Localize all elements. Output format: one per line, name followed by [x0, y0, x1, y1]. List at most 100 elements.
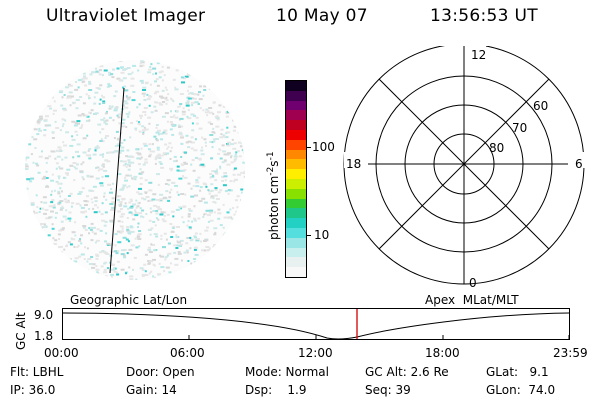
emission-pixel [80, 163, 83, 166]
emission-pixel [128, 185, 131, 188]
colorbar-tick-100: 100 [312, 140, 335, 154]
emission-pixel [92, 185, 97, 188]
emission-pixel [174, 86, 177, 89]
emission-pixel [185, 104, 190, 107]
emission-pixel [98, 146, 101, 149]
emission-pixel [112, 119, 115, 122]
emission-pixel [105, 253, 110, 255]
emission-pixel [156, 84, 160, 87]
emission-pixel [120, 149, 125, 152]
emission-pixel [82, 151, 87, 154]
emission-pixel [199, 189, 202, 192]
emission-pixel [55, 167, 58, 170]
emission-pixel [88, 82, 92, 85]
emission-pixel [71, 238, 76, 241]
emission-pixel [103, 169, 108, 172]
emission-pixel [139, 65, 143, 68]
emission-pixel [105, 123, 109, 126]
emission-pixel [152, 220, 156, 223]
emission-pixel [149, 207, 152, 210]
emission-pixel [41, 150, 43, 153]
emission-pixel [160, 238, 163, 240]
emission-pixel [66, 168, 71, 171]
emission-pixel [139, 183, 143, 185]
emission-pixel [44, 208, 49, 211]
emission-pixel [212, 101, 215, 104]
emission-pixel [238, 155, 242, 158]
glat-status: GLat: 9.1 [486, 365, 549, 379]
emission-pixel [94, 112, 99, 115]
emission-pixel [142, 133, 145, 135]
emission-pixel [193, 97, 197, 100]
emission-pixel [160, 166, 165, 169]
emission-pixel [210, 189, 214, 192]
emission-pixel [142, 111, 147, 113]
emission-pixel [45, 217, 50, 220]
emission-pixel [133, 256, 137, 259]
emission-pixel [191, 122, 194, 125]
emission-pixel [36, 133, 40, 136]
emission-pixel [114, 267, 117, 270]
emission-pixel [97, 87, 101, 90]
emission-pixel [152, 258, 156, 261]
emission-pixel [233, 213, 238, 216]
emission-pixel [194, 246, 197, 249]
emission-pixel [176, 169, 180, 172]
emission-pixel [121, 197, 126, 200]
emission-pixel [194, 138, 197, 141]
emission-pixel [242, 151, 245, 154]
emission-pixel [97, 169, 100, 172]
emission-pixel [39, 117, 44, 120]
emission-pixel [66, 96, 69, 99]
emission-pixel [98, 69, 102, 72]
emission-pixel [139, 215, 143, 218]
emission-pixel [136, 157, 141, 160]
emission-pixel [165, 152, 170, 155]
emission-pixel [87, 269, 89, 272]
emission-pixel [91, 231, 94, 233]
emission-pixel [180, 156, 183, 158]
polar-grid: 12 18 6 0 60 70 80 [343, 46, 586, 290]
emission-pixel [69, 219, 72, 222]
emission-pixel [142, 89, 146, 91]
emission-pixel [52, 237, 55, 240]
emission-pixel [50, 179, 55, 182]
emission-pixel [111, 206, 116, 209]
emission-pixel [101, 219, 106, 222]
emission-pixel [123, 85, 126, 88]
emission-pixel [63, 248, 66, 251]
emission-pixel [209, 140, 212, 143]
emission-pixel [234, 178, 238, 181]
emission-pixel [183, 169, 187, 172]
emission-pixel [94, 147, 99, 150]
emission-pixel [164, 112, 169, 115]
emission-pixel [180, 169, 185, 172]
emission-pixel [108, 71, 111, 74]
emission-pixel [143, 144, 148, 147]
emission-pixel [37, 122, 41, 125]
emission-pixel [199, 232, 202, 235]
emission-pixel [184, 151, 187, 154]
emission-pixel [47, 105, 52, 108]
emission-pixel [169, 121, 173, 123]
emission-pixel [40, 223, 44, 225]
emission-pixel [71, 95, 74, 98]
emission-pixel [64, 119, 67, 122]
emission-pixel [122, 254, 126, 257]
emission-pixel [32, 210, 35, 213]
emission-pixel [106, 160, 111, 163]
emission-pixel [117, 144, 122, 147]
emission-pixel [164, 258, 167, 261]
emission-pixel [68, 84, 73, 87]
emission-pixel [43, 201, 48, 204]
emission-pixel [89, 97, 92, 99]
emission-pixel [131, 213, 135, 216]
emission-pixel [157, 208, 162, 211]
emission-pixel [136, 148, 139, 151]
emission-pixel [161, 65, 164, 68]
emission-pixel [169, 167, 174, 170]
emission-pixel [93, 196, 98, 199]
emission-pixel [183, 161, 187, 164]
emission-pixel [44, 157, 49, 160]
emission-pixel [122, 164, 126, 167]
